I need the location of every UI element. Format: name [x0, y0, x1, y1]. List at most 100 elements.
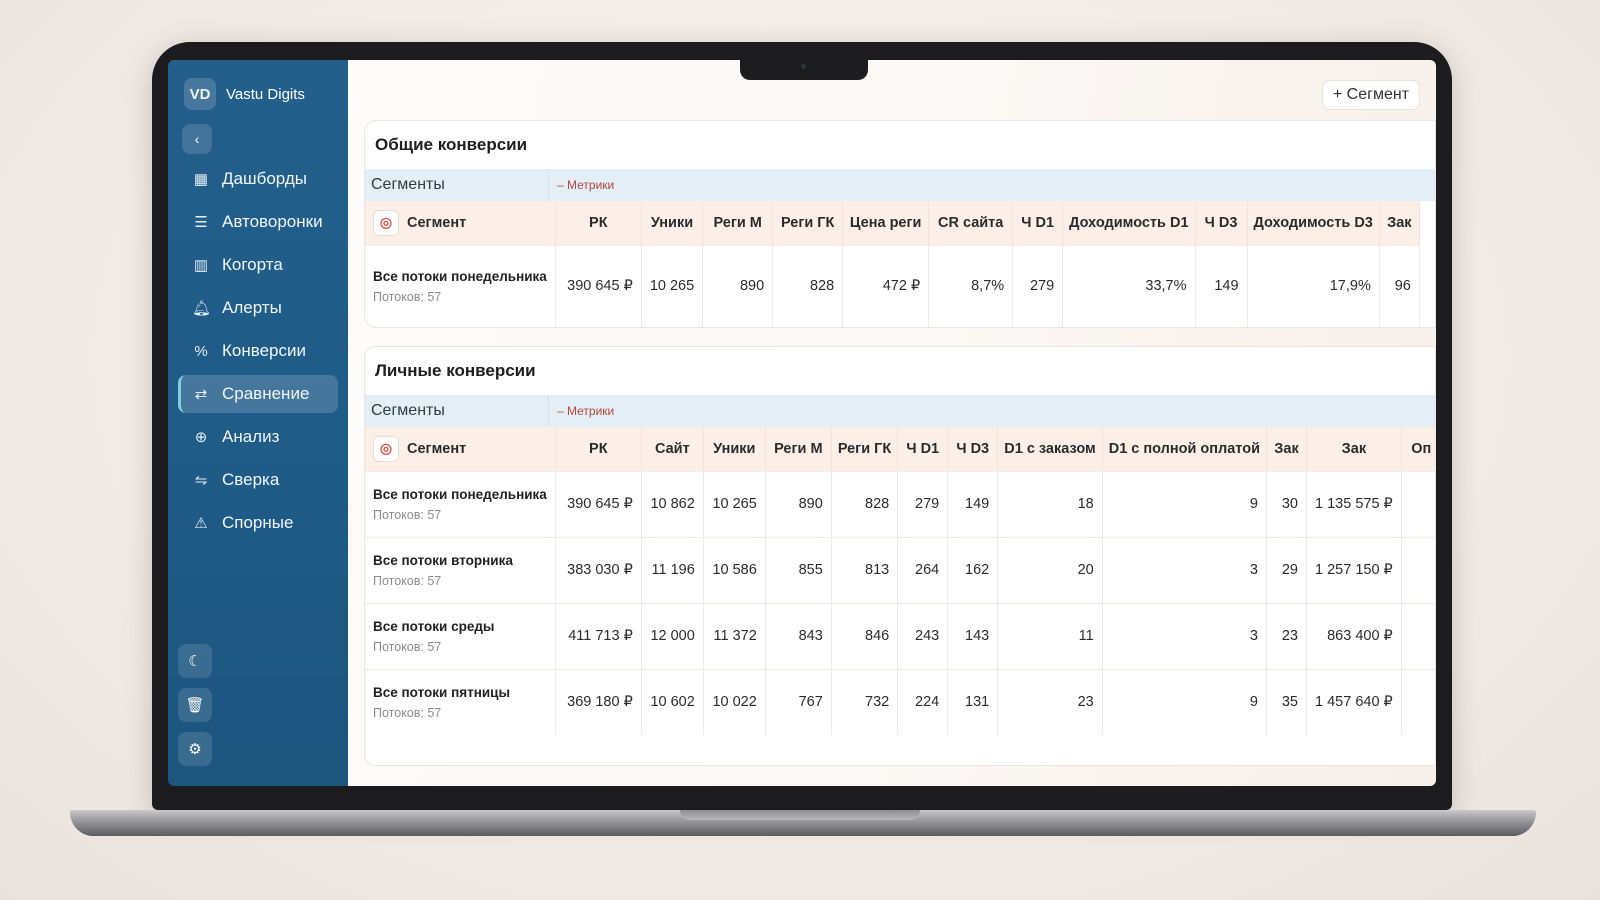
percent-icon: %: [194, 342, 208, 360]
table-cell: 369 180 ₽: [555, 668, 642, 735]
trash-icon: 🗑︎: [185, 697, 205, 714]
sidebar-item-6[interactable]: ⊕ Анализ: [178, 418, 338, 456]
column-header[interactable]: Зак: [1379, 201, 1420, 245]
table-cell: 1 457 640 ₽: [1306, 668, 1402, 735]
column-header-segment[interactable]: ◎ Сегмент: [365, 201, 556, 245]
segment-settings-icon[interactable]: ◎: [373, 209, 399, 236]
table-cell: 390 645 ₽: [555, 470, 642, 537]
column-header[interactable]: Ч D3: [1195, 201, 1248, 245]
general-conversions-title: Общие конверсии: [375, 135, 528, 154]
column-header[interactable]: РК: [555, 201, 642, 245]
general-conversions-table: ◎ Сегмент РК Уники Реги М Реги ГК Цена реги CR …: [365, 201, 1420, 327]
column-header[interactable]: Реги ГК: [831, 427, 899, 471]
reconcile-icon: ⇋: [194, 472, 208, 489]
table-cell: 828: [772, 244, 844, 327]
personal-metrics-toggle[interactable]: – Метрики: [557, 404, 615, 418]
table-cell: 846: [831, 602, 899, 669]
table-cell: 767: [765, 668, 832, 735]
table-cell: 33,7%: [1062, 244, 1196, 327]
table-row[interactable]: Все потоки среды Потоков: 57 411 713 ₽12 0…: [365, 602, 1435, 669]
column-header-segment[interactable]: ◎ Сегмент: [365, 427, 556, 471]
cohort-chart-icon: ▥: [193, 257, 209, 274]
column-header[interactable]: Доходимость D3: [1247, 201, 1380, 245]
add-segment-button[interactable]: + Сегмент: [1321, 80, 1420, 110]
column-header[interactable]: Реги М: [765, 427, 832, 471]
column-header[interactable]: Ч D1: [1012, 201, 1064, 245]
table-header-row: ◎ Сегмент РК Уники Реги М Реги ГК Цена реги CR …: [365, 201, 1420, 245]
personal-segments-bar: Сегменты – Метрики: [365, 395, 1435, 427]
table-row[interactable]: Все потоки понедельника Потоков: 57 390 64…: [365, 470, 1435, 537]
table-cell: 3: [1102, 536, 1268, 603]
table-row[interactable]: Все потоки пятницы Потоков: 57 369 180 ₽10…: [365, 668, 1435, 735]
sidebar-item-8[interactable]: ⚠ Спорные: [178, 504, 338, 542]
laptop-base-notch: [680, 810, 920, 820]
table-cell: 10 862: [641, 470, 704, 537]
sidebar-item-2[interactable]: ▥ Когорта: [178, 246, 338, 284]
column-header[interactable]: Реги М: [702, 201, 774, 245]
warning-icon: ⚠: [194, 515, 208, 532]
table-cell: 23: [1266, 602, 1307, 669]
column-header[interactable]: Уники: [641, 201, 704, 245]
column-header[interactable]: Уники: [703, 427, 766, 471]
settings-button[interactable]: ⚙: [178, 732, 212, 766]
table-row[interactable]: Все потоки вторника Потоков: 57 383 030 ₽1…: [365, 536, 1435, 603]
table-cell: 18: [997, 470, 1103, 537]
segment-stream-count: Потоков: 57: [373, 573, 442, 588]
segment-name: Все потоки пятницы: [373, 684, 510, 700]
sidebar-item-5[interactable]: ⇄ Сравнение: [178, 375, 338, 413]
column-header[interactable]: Зак: [1266, 427, 1307, 471]
collapse-sidebar-button[interactable]: ‹: [182, 124, 212, 154]
trash-button[interactable]: 🗑︎: [178, 688, 212, 722]
table-cell: 279: [1012, 244, 1064, 327]
general-metrics-toggle[interactable]: – Метрики: [557, 178, 615, 192]
sidebar-item-7[interactable]: ⇋ Сверка: [178, 461, 338, 499]
table-cell: 149: [1195, 244, 1248, 327]
gear-icon: ⚙: [188, 741, 202, 758]
table-cell: 855: [765, 536, 832, 603]
segment-stream-count: Потоков: 57: [373, 289, 442, 304]
column-header[interactable]: Ч D1: [897, 427, 949, 471]
table-cell: 1 257 150 ₽: [1306, 536, 1402, 603]
table-cell: [1401, 536, 1435, 603]
sidebar-item-label: Алерты: [222, 298, 282, 317]
sidebar-item-0[interactable]: ▦ Дашборды: [178, 160, 338, 198]
segment-stream-count: Потоков: 57: [373, 639, 442, 654]
column-header[interactable]: Реги ГК: [772, 201, 844, 245]
column-header[interactable]: Сайт: [641, 427, 704, 471]
segment-name: Все потоки понедельника: [373, 486, 547, 502]
table-cell: 9: [1102, 470, 1268, 537]
table-row[interactable]: Все потоки понедельника Потоков: 57 390 64…: [365, 244, 1420, 327]
table-cell: [1401, 470, 1435, 537]
brand-avatar: VD: [184, 78, 216, 110]
segment-cell: Все потоки понедельника Потоков: 57: [365, 244, 556, 327]
personal-segments-label: Сегменты: [365, 395, 549, 427]
table-cell: 29: [1266, 536, 1307, 603]
sidebar-item-3[interactable]: 🔔︎ Алерты: [178, 289, 338, 327]
table-cell: 9: [1102, 668, 1268, 735]
column-header[interactable]: D1 с заказом: [997, 427, 1103, 471]
column-header[interactable]: Оп: [1401, 427, 1435, 471]
column-header[interactable]: CR сайта: [928, 201, 1014, 245]
table-cell: 3: [1102, 602, 1268, 669]
table-cell: 96: [1379, 244, 1420, 327]
segment-settings-icon[interactable]: ◎: [373, 435, 399, 462]
column-header[interactable]: РК: [555, 427, 642, 471]
sidebar-item-label: Дашборды: [222, 169, 307, 188]
column-header[interactable]: D1 с полной оплатой: [1102, 427, 1268, 471]
segment-stream-count: Потоков: 57: [373, 507, 442, 522]
column-header[interactable]: Зак: [1306, 427, 1402, 471]
general-segments-label: Сегменты: [365, 169, 549, 201]
table-cell: 243: [897, 602, 949, 669]
sidebar-tools: ☾ 🗑︎ ⚙: [178, 644, 212, 776]
brand[interactable]: VD Vastu Digits: [184, 78, 305, 110]
sidebar-item-1[interactable]: ☰ Автоворонки: [178, 203, 338, 241]
sidebar-item-4[interactable]: % Конверсии: [178, 332, 338, 370]
theme-toggle-button[interactable]: ☾: [178, 644, 212, 678]
column-header[interactable]: Доходимость D1: [1062, 201, 1196, 245]
column-header[interactable]: Цена реги: [842, 201, 930, 245]
sidebar-item-label: Когорта: [222, 255, 283, 274]
segment-name: Все потоки понедельника: [373, 268, 547, 284]
moon-icon: ☾: [188, 653, 202, 670]
table-cell: 11: [997, 602, 1103, 669]
column-header[interactable]: Ч D3: [947, 427, 999, 471]
